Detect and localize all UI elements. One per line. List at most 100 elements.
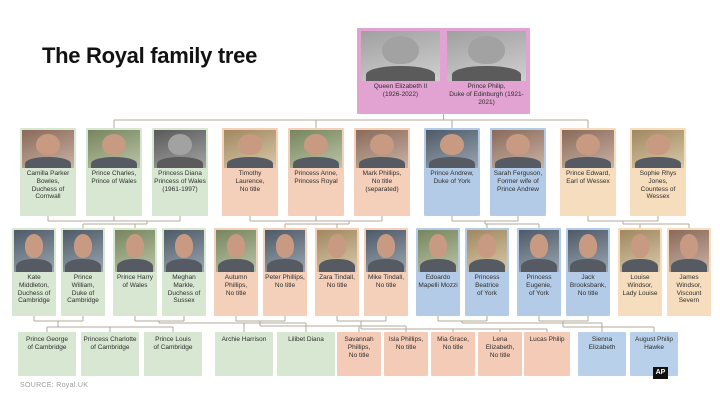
person-name: Prince George (26, 336, 68, 343)
sophie-rhys-jones-photo (632, 130, 684, 168)
person-name: Mark Phillips, (362, 170, 402, 177)
person-prince-louis: Prince Louis of Cambridge (144, 332, 202, 376)
person-title: Princess Royal (294, 177, 338, 185)
person-mia-grace: Mia Grace, No title (431, 332, 475, 376)
person-name: Peter Phillips, (265, 274, 305, 281)
person-title: No title (225, 289, 247, 297)
person-name: Princess Beatrice (474, 274, 500, 289)
person-name: Zara Tindall, (319, 274, 355, 281)
prince-edward-photo (562, 130, 614, 168)
person-title: No title (577, 289, 599, 297)
person-title: No title (395, 343, 417, 351)
person-louise-windsor: Louise Windsor, Lady Louise (618, 228, 662, 316)
person-isla-phillips: Isla Phillips, No title (384, 332, 428, 376)
person-jack-brooksbank: Jack Brooksbank, No title (566, 228, 610, 316)
person-title: No title (274, 281, 296, 289)
person-title: No title (separated) (365, 177, 399, 193)
person-name: Mike Tindall, (367, 274, 405, 281)
princess-beatrice-photo (467, 230, 507, 272)
person-title: Countess of Wessex (640, 185, 676, 201)
person-princess-anne: Princess Anne, Princess Royal (288, 128, 344, 216)
person-name: Princess Eugenie, (526, 274, 552, 289)
person-princess-eugenie: Princess Eugenie, of York (517, 228, 561, 316)
person-mike-tindall: Mike Tindall, No title (364, 228, 408, 316)
prince-harry-photo (115, 230, 155, 272)
person-august-philip-hawke: August Philip Hawke (630, 332, 678, 376)
connector-anne-marriages (249, 216, 383, 228)
person-prince-philip: Prince Philip, Duke of Edinburgh (1921-2… (446, 31, 527, 111)
person-prince-george: Prince George of Cambridge (18, 332, 76, 376)
person-title: Princess of Wales (1961-1997) (154, 177, 206, 193)
jack-brooksbank-photo (568, 230, 608, 272)
person-prince-edward: Prince Edward, Earl of Wessex (560, 128, 616, 216)
person-camilla-parker-bowles: Camilla Parker Bowles, Duchess of Cornwal… (20, 128, 76, 216)
connector-edward-sophie (587, 216, 690, 228)
person-name: Prince Harry (116, 274, 154, 281)
connector-queen-children (113, 114, 589, 128)
sarah-ferguson-photo (492, 130, 544, 168)
louise-windsor-photo (620, 230, 660, 272)
connector-eugenie-jack-children (538, 316, 655, 332)
source-credit: SOURCE: Royal.UK (20, 382, 89, 389)
person-name: Princess Anne, (294, 170, 338, 177)
person-name: Lilibet Diana (288, 336, 324, 343)
person-name: Savannah Phillips, (344, 336, 374, 351)
person-name: Sarah Ferguson, (493, 170, 543, 177)
person-lucas-philip: Lucas Philip (524, 332, 570, 376)
princess-eugenie-photo (519, 230, 559, 272)
prince-charles-photo (88, 130, 140, 168)
person-prince-william: Prince William, Duke of Cambridge (61, 228, 105, 316)
person-title: No title (442, 343, 464, 351)
person-title: Lady Louise (622, 289, 658, 297)
queen-elizabeth-photo (361, 31, 440, 81)
person-autumn-phillips: Autumn Phillips, No title (214, 228, 258, 316)
person-name: Camilla Parker Bowles, (26, 170, 70, 185)
person-title: of Cambridge (153, 343, 193, 351)
person-title: No title (348, 351, 370, 359)
person-savannah-phillips: Savannah Phillips, No title (337, 332, 381, 376)
zara-tindall-photo (317, 230, 357, 272)
person-sophie-rhys-jones: Sophie Rhys Jones, Countess of Wessex (630, 128, 686, 216)
princess-anne-photo (290, 130, 342, 168)
person-title: (1926-2022) (382, 90, 419, 98)
person-title: Duchess of Cambridge (17, 289, 51, 305)
person-lena-elizabeth: Lena Elizabeth, No title (478, 332, 522, 376)
person-edoardo-mapelli-mozzi: Edoardo Mapelli Mozzi (416, 228, 460, 316)
person-title: Earl of Wessex (566, 177, 610, 185)
person-name: Louise Windsor, (627, 274, 653, 289)
autumn-phillips-photo (216, 230, 256, 272)
ap-logo: AP (653, 367, 668, 379)
person-archie-harrison: Archie Harrison (215, 332, 273, 376)
person-title: No title (489, 351, 511, 359)
person-name: Prince Louis (155, 336, 191, 343)
connector-william-kate-children (33, 316, 174, 332)
person-name: Queen Elizabeth II (373, 83, 428, 90)
connector-harry-meghan-children (134, 316, 307, 332)
person-name: Meghan Markle, (172, 274, 196, 289)
person-queen-elizabeth: Queen Elizabeth II (1926-2022) (360, 31, 441, 111)
person-prince-harry: Prince Harry of Wales (113, 228, 157, 316)
person-meghan-markle: Meghan Markle, Duchess of Sussex (162, 228, 206, 316)
person-title: of York (477, 289, 497, 297)
person-name: Sienna Elizabeth (588, 336, 616, 351)
person-name: Prince Edward, (565, 170, 611, 177)
person-james-windsor: James Windsor, Viscount Severn (667, 228, 711, 316)
person-name: August Philip Hawke (635, 336, 673, 351)
kate-middleton-photo (14, 230, 54, 272)
mark-phillips-photo (356, 130, 408, 168)
person-name: Mia Grace, (437, 336, 469, 343)
mike-tindall-photo (366, 230, 406, 272)
person-title: Duchess of Sussex (167, 289, 201, 305)
person-title: No title (375, 281, 397, 289)
person-title: Viscount Severn (676, 289, 702, 305)
person-name: Archie Harrison (221, 336, 267, 343)
person-name: Lena Elizabeth, (485, 336, 515, 351)
person-princess-diana: Princess Diana Princess of Wales (1961-19… (152, 128, 208, 216)
edoardo-mapelli-mozzi-photo (418, 230, 458, 272)
person-title: Duke of Cambridge (67, 289, 99, 305)
person-peter-phillips: Peter Phillips, No title (263, 228, 307, 316)
person-title: Duke of Edinburgh (1921-2021) (449, 90, 524, 106)
person-title: Duke of York (433, 177, 471, 185)
